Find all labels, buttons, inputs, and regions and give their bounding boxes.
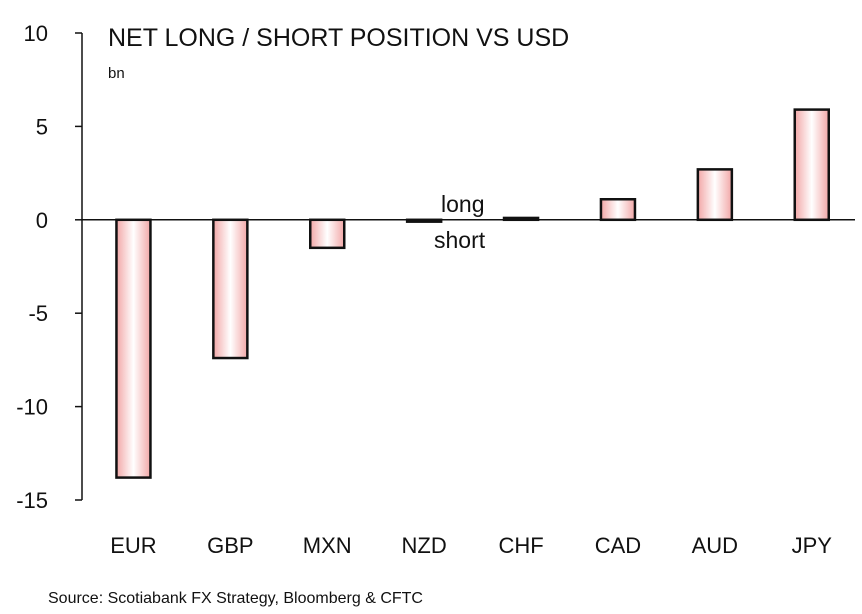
y-tick-label: -10 bbox=[16, 395, 48, 420]
x-tick-label-gbp: GBP bbox=[207, 533, 253, 558]
long-annotation: long bbox=[441, 191, 484, 217]
short-annotation: short bbox=[434, 227, 486, 253]
bar-eur bbox=[115, 218, 152, 479]
x-tick-label-chf: CHF bbox=[498, 533, 543, 558]
chart-title: NET LONG / SHORT POSITION VS USD bbox=[108, 24, 569, 52]
bar-nzd bbox=[405, 218, 443, 223]
bar-chf bbox=[502, 216, 540, 222]
x-tick-label-nzd: NZD bbox=[402, 533, 447, 558]
x-tick-label-mxn: MXN bbox=[303, 533, 352, 558]
y-tick-label: -5 bbox=[28, 301, 48, 326]
bar-jpy bbox=[793, 108, 830, 222]
bar-gbp bbox=[212, 218, 249, 360]
x-tick-label-cad: CAD bbox=[595, 533, 641, 558]
y-tick-label: 10 bbox=[24, 21, 48, 46]
unit-label: bn bbox=[108, 65, 125, 82]
y-tick-label: -15 bbox=[16, 488, 48, 513]
x-tick-label-aud: AUD bbox=[692, 533, 738, 558]
bar-aud bbox=[696, 168, 734, 222]
y-tick-label: 0 bbox=[36, 208, 48, 233]
bar-mxn bbox=[309, 218, 346, 250]
x-tick-label-jpy: JPY bbox=[792, 533, 833, 558]
bar-cad bbox=[599, 198, 637, 222]
x-tick-label-eur: EUR bbox=[110, 533, 156, 558]
labels: 10 5 0 -5 -10 -15 EUR GBP MXN NZD CHF CAD AUD JPY bbox=[16, 21, 832, 558]
axes bbox=[75, 32, 855, 501]
bars bbox=[115, 108, 830, 479]
y-tick-label: 5 bbox=[36, 114, 48, 139]
source-note: Source: Scotiabank FX Strategy, Bloomber… bbox=[48, 590, 423, 607]
